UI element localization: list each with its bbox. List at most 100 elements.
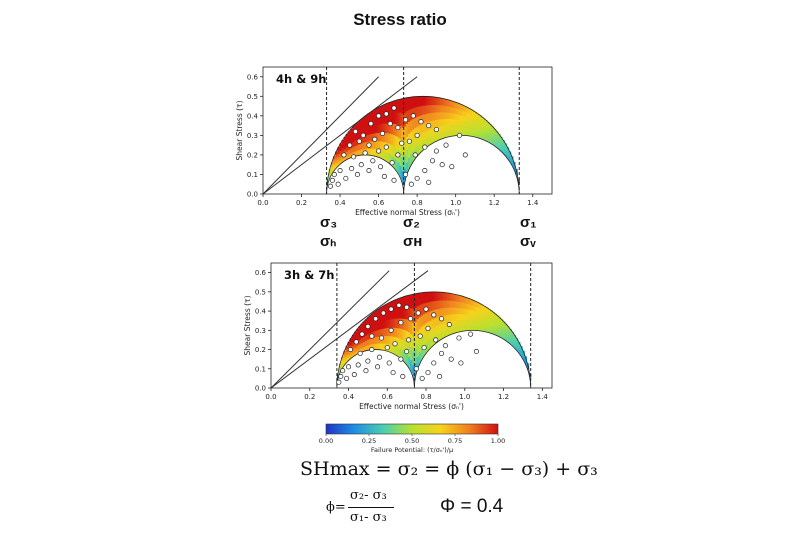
failure-cell	[386, 303, 390, 313]
failure-cell	[479, 317, 482, 323]
failure-cell	[358, 149, 362, 156]
data-point	[400, 373, 406, 380]
failure-cell	[446, 124, 450, 132]
failure-cell	[388, 122, 392, 134]
failure-cell	[511, 338, 515, 342]
data-point	[336, 379, 342, 385]
failure-cell	[388, 153, 392, 165]
data-point	[331, 171, 337, 178]
failure-cell	[463, 105, 467, 112]
failure-cell	[459, 124, 463, 131]
failure-cell	[414, 349, 418, 364]
failure-cell	[410, 131, 413, 144]
failure-cell	[481, 309, 484, 315]
failure-cell	[481, 313, 484, 319]
failure-cell	[401, 328, 405, 340]
failure-cell	[478, 134, 482, 139]
failure-cell	[466, 303, 469, 310]
failure-cell	[497, 144, 501, 148]
data-point	[341, 152, 347, 158]
failure-cell	[448, 130, 452, 138]
failure-cell	[358, 326, 362, 332]
colorbar-tick-label: 0.25	[362, 437, 376, 445]
failure-cell	[405, 318, 409, 332]
failure-cell	[418, 351, 422, 365]
failure-cell	[405, 123, 409, 137]
failure-cell	[431, 104, 435, 113]
failure-cell	[440, 118, 443, 127]
data-point	[376, 148, 382, 154]
failure-cell	[457, 313, 461, 321]
data-point	[351, 371, 357, 378]
failure-cell	[418, 340, 422, 353]
failure-cell	[453, 300, 456, 308]
failure-cell	[515, 342, 519, 345]
failure-cell	[407, 307, 411, 321]
failure-cell	[444, 131, 448, 139]
failure-cell	[412, 322, 416, 338]
data-point	[359, 331, 365, 337]
data-point	[415, 310, 421, 316]
failure-cell	[451, 300, 454, 308]
data-point	[366, 168, 372, 174]
failure-cell	[461, 120, 465, 126]
failure-cell	[390, 301, 394, 311]
failure-cell	[369, 315, 372, 322]
failure-cell	[455, 326, 459, 334]
failure-cell	[410, 346, 413, 361]
failure-cell	[356, 349, 360, 355]
failure-cell	[358, 131, 362, 139]
failure-cell	[343, 353, 347, 357]
failure-cell	[364, 319, 368, 326]
failure-cell	[358, 344, 362, 350]
failure-cell	[371, 319, 375, 327]
failure-cell	[467, 131, 471, 137]
failure-cell	[420, 348, 424, 361]
failure-cell	[459, 307, 463, 315]
failure-cell	[453, 326, 456, 334]
failure-cell	[380, 149, 383, 160]
failure-cell	[484, 120, 488, 125]
phi-numerator: σ₂- σ₃	[350, 488, 387, 503]
failure-cell	[397, 124, 400, 138]
failure-cell	[407, 121, 411, 134]
failure-cell	[356, 133, 360, 140]
failure-cell	[487, 312, 491, 318]
failure-cell	[390, 133, 394, 146]
failure-cell	[403, 296, 407, 308]
failure-cell	[461, 115, 465, 121]
failure-cell	[504, 151, 508, 155]
failure-cell	[493, 140, 497, 144]
failure-cell	[410, 294, 413, 309]
failure-cell	[333, 165, 336, 170]
failure-cell	[489, 310, 493, 315]
failure-cell	[349, 355, 353, 360]
failure-cell	[395, 135, 398, 148]
failure-cell	[395, 327, 398, 338]
failure-cell	[403, 318, 407, 331]
failure-cell	[429, 136, 433, 146]
data-point	[358, 162, 364, 168]
failure-cell	[483, 323, 487, 328]
sigma1-symbol: σ₁	[520, 214, 537, 231]
failure-cell	[483, 305, 487, 311]
failure-cell	[504, 153, 508, 157]
data-point	[378, 335, 385, 341]
failure-cell	[390, 309, 394, 320]
failure-cell	[382, 320, 385, 329]
data-point	[338, 373, 344, 380]
failure-cell	[420, 326, 424, 338]
failure-cell	[371, 325, 375, 333]
failure-cell	[341, 356, 344, 360]
failure-cell	[461, 307, 465, 315]
failure-cell	[410, 333, 413, 348]
failure-cell	[427, 112, 430, 122]
mohr-circle-large	[326, 95, 520, 195]
failure-cell	[399, 112, 403, 127]
data-point	[399, 140, 405, 146]
data-point	[418, 119, 424, 125]
failure-cell	[470, 309, 474, 316]
failure-cell	[465, 121, 469, 127]
failure-cell	[497, 146, 501, 150]
failure-cell	[508, 153, 512, 156]
